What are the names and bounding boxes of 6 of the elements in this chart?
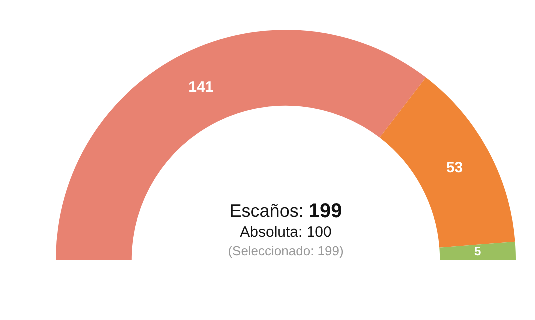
data-label: 53: [446, 160, 464, 177]
data-label: 141: [188, 78, 214, 96]
text: Absoluta: 100: [240, 224, 332, 242]
data-label: 5: [474, 244, 482, 259]
text: Escaños: 199: [230, 200, 342, 223]
text: (Seleccionado: 199): [228, 244, 344, 259]
